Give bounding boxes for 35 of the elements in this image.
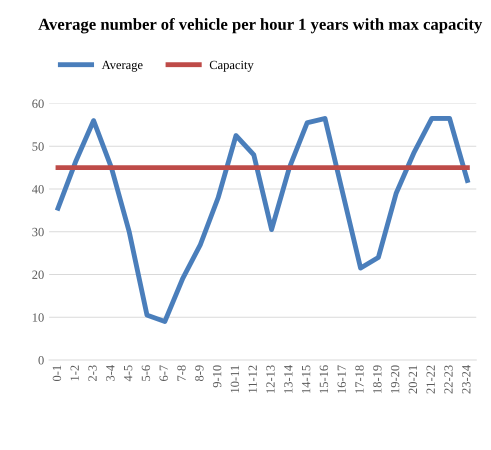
x-tick-label: 10-11 (230, 366, 240, 392)
y-tick-label: 0 (38, 356, 44, 364)
y-tick-label: 20 (32, 270, 44, 279)
x-tick-label: 20-21 (408, 366, 418, 394)
y-tick-label: 30 (32, 228, 44, 236)
x-tick-label: 2-3 (88, 365, 97, 381)
x-tick-label: 7-8 (177, 365, 186, 381)
x-tick-label: 15-16 (320, 365, 328, 393)
y-tick-label: 10 (32, 313, 44, 322)
x-tick-label: 9-10 (212, 365, 222, 388)
x-tick-label: 21-22 (426, 366, 435, 394)
x-tick-label: 22-23 (444, 365, 453, 394)
x-tick-label: 17-18 (355, 365, 364, 393)
x-tick-label: 11-12 (248, 366, 257, 392)
x-tick-label: 4-5 (124, 365, 132, 382)
x-tick-label: 1-2 (70, 366, 79, 380)
x-tick-label: 0-1 (52, 366, 62, 382)
x-tick-label: 14-15 (302, 365, 310, 393)
y-tick-label: 40 (32, 185, 44, 194)
chart-title: Average number of vehicle per hour 1 years with max capacity (38, 18, 482, 34)
x-tick-label: 12-13 (266, 365, 275, 393)
x-tick-label: 23-24 (462, 365, 470, 394)
x-tick-label: 19-20 (390, 365, 400, 393)
x-tick-label: 6-7 (160, 365, 168, 381)
y-tick-label: 50 (32, 142, 44, 151)
x-tick-label: 5-6 (142, 365, 150, 381)
x-tick-label: 8-9 (195, 365, 204, 382)
legend-label: Capacity (210, 60, 254, 72)
y-tick-label: 60 (32, 100, 44, 108)
x-tick-label: 13-14 (284, 365, 293, 393)
x-tick-label: 16-17 (338, 365, 346, 393)
legend-label: Average (102, 60, 143, 72)
x-tick-label: 3-4 (106, 365, 115, 381)
x-tick-label: 18-19 (373, 365, 382, 393)
line-series (56, 116, 470, 324)
